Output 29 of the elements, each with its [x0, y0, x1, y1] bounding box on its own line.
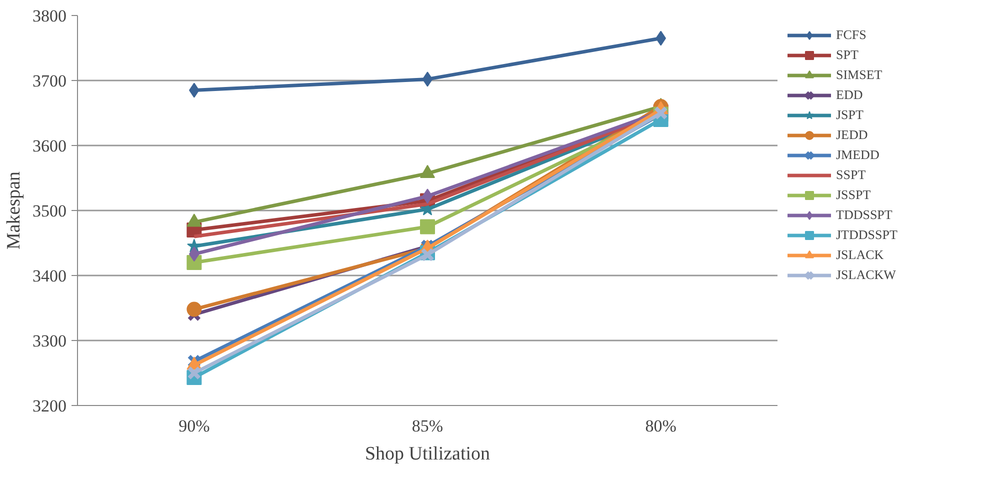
- y-tick-label: 3600: [32, 136, 66, 156]
- legend-label: JMEDD: [836, 147, 880, 163]
- y-tick-label: 3700: [32, 72, 66, 90]
- legend-label: JEDD: [836, 127, 868, 143]
- legend-label: SSPT: [836, 167, 866, 183]
- point: [420, 219, 435, 234]
- y-tick-label: 3400: [32, 266, 66, 286]
- x-tick-label: 90%: [178, 416, 210, 436]
- x-tick-label: 80%: [645, 416, 676, 436]
- y-tick-label: 3300: [32, 332, 66, 350]
- x-axis-title: Shop Utilization: [364, 444, 491, 464]
- legend-label: JSSPT: [836, 187, 871, 203]
- legend-label: SIMSET: [836, 67, 882, 83]
- point: [422, 72, 433, 87]
- legend-label: JSPT: [836, 107, 864, 123]
- legend-label: SPT: [836, 47, 858, 63]
- legend-label: FCFS: [836, 27, 866, 43]
- y-tick-label: 3800: [32, 6, 66, 26]
- x-tick-label: 85%: [412, 416, 444, 436]
- legend-label: JSLACK: [836, 247, 884, 263]
- legend-label: JSLACKW: [836, 267, 896, 283]
- y-tick-label: 3500: [32, 202, 66, 220]
- y-tick-label: 3200: [32, 396, 66, 416]
- legend-label: TDDSSPT: [836, 207, 892, 223]
- legend-label: EDD: [836, 87, 863, 103]
- y-axis-title: Makespan: [4, 170, 24, 250]
- legend-label: JTDDSSPT: [836, 227, 898, 243]
- point: [186, 302, 202, 317]
- point: [187, 366, 202, 380]
